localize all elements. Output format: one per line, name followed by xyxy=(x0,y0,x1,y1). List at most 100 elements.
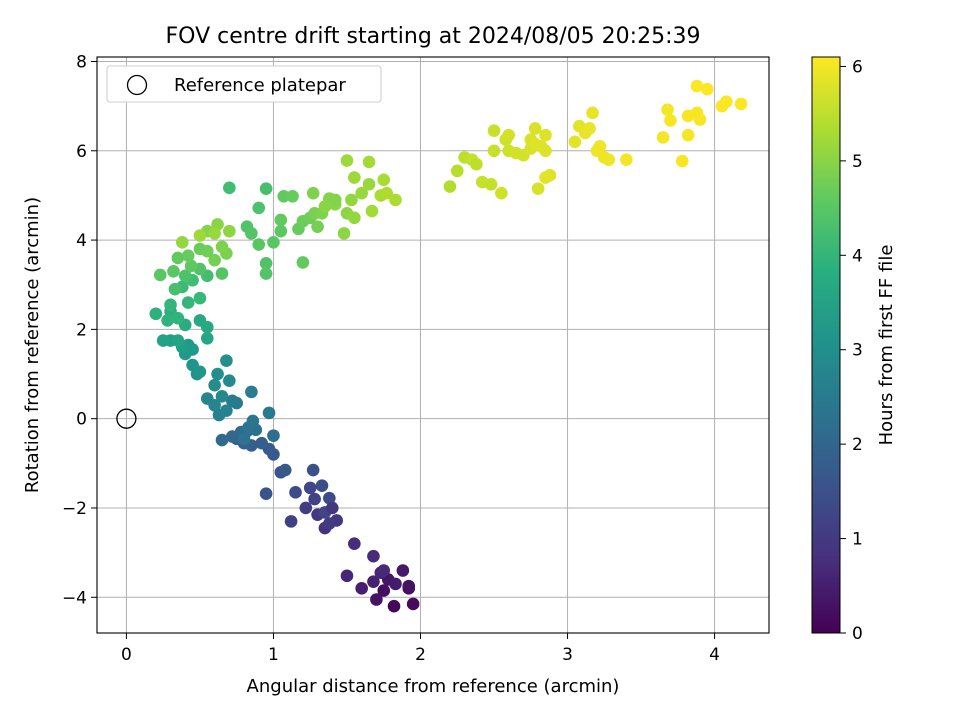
data-point xyxy=(252,201,266,215)
data-point xyxy=(223,224,236,238)
x-axis-label: Angular distance from reference (arcmin) xyxy=(247,676,620,697)
data-point xyxy=(470,157,483,171)
data-point xyxy=(720,95,733,108)
data-point xyxy=(223,374,236,388)
data-point xyxy=(171,251,185,265)
data-point xyxy=(345,193,358,207)
data-point xyxy=(274,213,288,227)
data-point xyxy=(370,593,383,606)
x-tick-label: 4 xyxy=(709,645,720,665)
x-tick-label: 0 xyxy=(121,645,132,665)
data-point xyxy=(661,103,674,116)
data-point xyxy=(149,307,163,321)
data-point xyxy=(328,193,342,207)
data-point xyxy=(402,579,416,593)
data-point xyxy=(528,137,542,151)
data-point xyxy=(700,82,714,96)
data-point xyxy=(450,164,464,178)
data-point xyxy=(365,204,379,218)
data-point xyxy=(161,314,174,327)
colorbar-tick-label: 4 xyxy=(852,246,863,266)
data-point xyxy=(259,487,273,500)
y-tick-label: 4 xyxy=(76,231,87,251)
colorbar-tick-label: 3 xyxy=(852,341,863,361)
y-axis: −4 −2 0 2 4 6 8 xyxy=(62,52,97,608)
legend-marker-circle xyxy=(126,74,148,96)
x-axis: 0 1 2 3 4 xyxy=(121,633,720,665)
reference-platepar-marker xyxy=(116,408,137,429)
data-point xyxy=(396,564,410,577)
data-point xyxy=(355,186,368,200)
data-point xyxy=(602,153,616,166)
data-point xyxy=(200,392,214,405)
data-point xyxy=(193,291,207,305)
data-point xyxy=(362,177,376,191)
data-point xyxy=(377,584,391,597)
y-tick-label: 0 xyxy=(76,410,87,430)
data-point xyxy=(181,296,195,309)
data-point xyxy=(200,244,214,258)
y-tick-label: 6 xyxy=(76,142,87,162)
data-point xyxy=(377,564,391,577)
data-point xyxy=(487,144,501,158)
data-point xyxy=(193,365,207,379)
data-point xyxy=(211,367,224,381)
data-point xyxy=(184,259,198,273)
data-point xyxy=(325,501,339,515)
data-point xyxy=(237,432,251,446)
data-point xyxy=(583,122,596,135)
data-point xyxy=(303,481,317,495)
data-point xyxy=(528,122,542,135)
colorbar-tick-label: 5 xyxy=(852,152,863,172)
data-point xyxy=(164,298,177,312)
data-point xyxy=(171,311,185,325)
data-point xyxy=(178,269,192,283)
colorbar-ticks: 0 1 2 3 4 5 6 xyxy=(840,57,863,644)
data-point xyxy=(171,334,185,347)
data-point xyxy=(262,406,276,420)
data-point xyxy=(223,181,236,195)
data-point xyxy=(278,463,292,477)
data-point xyxy=(443,180,457,193)
data-point xyxy=(267,236,280,249)
plot-frame xyxy=(96,56,770,634)
y-tick-label: 2 xyxy=(76,320,87,340)
data-point xyxy=(484,177,498,191)
data-point xyxy=(308,492,321,506)
data-point xyxy=(255,436,268,450)
data-point xyxy=(245,385,258,399)
chart-title: FOV centre drift starting at 2024/08/05 … xyxy=(166,24,701,49)
data-point xyxy=(340,154,354,167)
data-point xyxy=(355,582,368,595)
data-point xyxy=(539,144,552,158)
data-point xyxy=(200,320,214,334)
y-tick-label: −4 xyxy=(62,588,87,608)
data-point xyxy=(348,171,361,184)
data-point xyxy=(586,106,599,120)
x-tick-label: 3 xyxy=(562,645,573,665)
data-point xyxy=(387,599,401,613)
data-point xyxy=(277,190,291,203)
data-point xyxy=(259,267,273,280)
data-point xyxy=(296,256,310,269)
data-point xyxy=(502,128,516,142)
data-point xyxy=(215,390,229,403)
data-point xyxy=(380,186,393,200)
data-point xyxy=(681,128,695,142)
colorbar-gradient xyxy=(811,56,841,634)
colorbar-tick-label: 1 xyxy=(852,530,863,550)
data-point xyxy=(406,597,420,611)
colorbar: 0 1 2 3 4 5 6 Hours from first FF file xyxy=(811,56,897,644)
x-tick-label: 1 xyxy=(268,645,279,665)
data-point xyxy=(568,135,582,149)
data-point xyxy=(362,155,376,169)
data-point xyxy=(323,491,336,505)
data-point xyxy=(664,114,677,127)
data-point xyxy=(367,575,380,588)
data-point xyxy=(323,517,336,530)
data-point xyxy=(693,113,707,126)
data-point xyxy=(377,173,391,187)
data-point xyxy=(167,265,180,278)
colorbar-tick-label: 6 xyxy=(852,57,863,77)
data-point xyxy=(539,128,552,142)
